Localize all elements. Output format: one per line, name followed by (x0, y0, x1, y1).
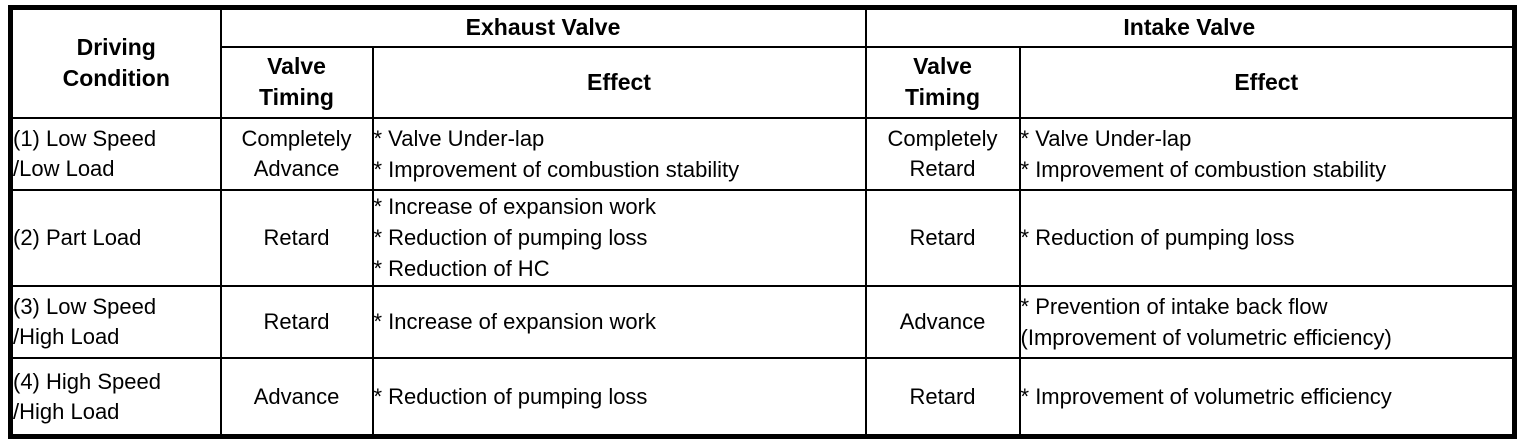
header-exhaust-valve-timing: Valve Timing (219, 45, 374, 119)
cell-intake-timing: Completely Retard (864, 116, 1021, 191)
header-driving-condition: Driving Condition (9, 6, 222, 119)
table-row-high-speed-high-load: (4) High Speed /High Load Advance * Redu… (9, 357, 1516, 438)
valve-timing-table: Driving Condition Exhaust Valve Intake V… (8, 5, 1518, 439)
cell-exhaust-effect: * Increase of expansion work * Reduction… (371, 188, 867, 287)
cell-exhaust-effect: * Valve Under-lap * Improvement of combu… (371, 116, 867, 191)
cell-intake-timing: Retard (864, 188, 1021, 287)
header-exhaust-effect: Effect (371, 45, 867, 119)
header-group-row: Driving Condition Exhaust Valve Intake V… (9, 6, 1516, 119)
cell-condition: (3) Low Speed /High Load (9, 284, 222, 360)
cell-condition: (2) Part Load (9, 188, 222, 287)
cell-exhaust-timing: Retard (219, 188, 374, 287)
table-row-low-speed-high-load: (3) Low Speed /High Load Retard * Increa… (9, 284, 1516, 360)
cell-exhaust-timing: Advance (219, 357, 374, 438)
cell-intake-effect: * Reduction of pumping loss (1018, 188, 1516, 287)
header-intake-effect: Effect (1018, 45, 1516, 119)
cell-exhaust-effect: * Increase of expansion work (371, 284, 867, 360)
header-sub-row: Valve Timing Effect Valve Timing Effect (11, 45, 1516, 119)
cell-exhaust-timing: Completely Advance (219, 116, 374, 191)
cell-condition: (1) Low Speed /Low Load (9, 116, 222, 191)
cell-intake-effect: * Prevention of intake back flow (Improv… (1018, 284, 1516, 360)
header-intake-valve-group: Intake Valve (864, 6, 1516, 48)
cell-exhaust-effect: * Reduction of pumping loss (371, 357, 867, 438)
header-intake-valve-timing: Valve Timing (864, 45, 1021, 119)
table-row-part-load: (2) Part Load Retard * Increase of expan… (9, 188, 1516, 287)
cell-intake-timing: Retard (864, 357, 1021, 438)
header-exhaust-valve-group: Exhaust Valve (219, 6, 867, 48)
cell-intake-effect: * Improvement of volumetric efficiency (1018, 357, 1516, 438)
cell-intake-effect: * Valve Under-lap * Improvement of combu… (1018, 116, 1516, 191)
cell-exhaust-timing: Retard (219, 284, 374, 360)
cell-intake-timing: Advance (864, 284, 1021, 360)
cell-condition: (4) High Speed /High Load (9, 357, 222, 438)
table-row-low-speed-low-load: (1) Low Speed /Low Load Completely Advan… (9, 116, 1516, 191)
